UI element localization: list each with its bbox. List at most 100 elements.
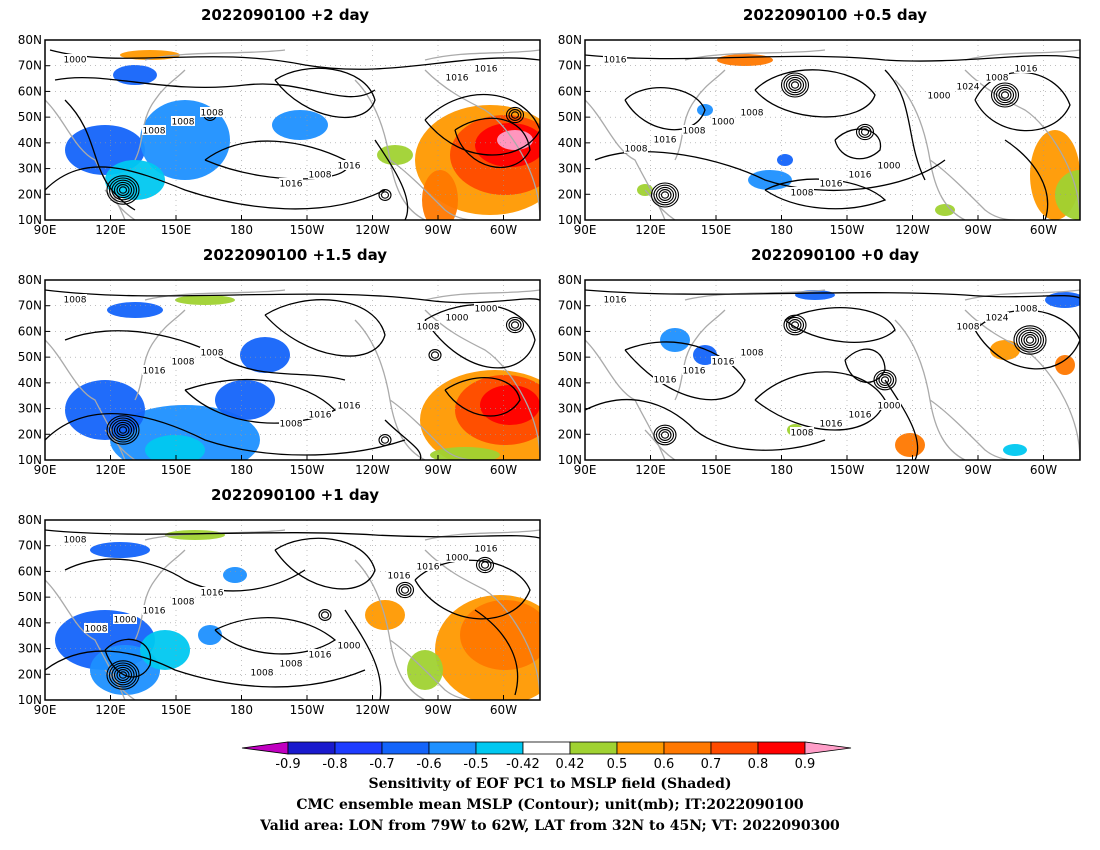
isobar-label: 1008 — [172, 118, 195, 128]
colorbar-segment — [334, 741, 383, 755]
isobar-label-bg — [848, 169, 872, 179]
coastline — [674, 69, 726, 161]
map-frame — [44, 279, 541, 461]
isobar-label-bg — [113, 614, 137, 624]
panel-title-3: 2022090100 +1.5 day — [202, 246, 388, 264]
lon-tick-label: 90E — [574, 463, 597, 477]
lon-tick-label: 150E — [701, 223, 732, 237]
isobar-contour — [624, 87, 706, 131]
coastline — [964, 289, 1080, 301]
isobar-label: 1008 — [280, 660, 303, 670]
lat-tick-label: 50N — [18, 590, 42, 604]
isobar-label: 1016 — [475, 65, 498, 75]
colorbar-tick-label: -0.8 — [322, 757, 347, 772]
isobar-label: 1000 — [446, 314, 469, 324]
isobar-label-bg — [445, 312, 469, 322]
pressure-center-contour — [785, 316, 805, 334]
sensitivity-shading — [377, 145, 413, 165]
lon-tick-label: 60W — [490, 223, 517, 237]
sensitivity-shading — [895, 433, 925, 457]
sensitivity-shading — [113, 65, 157, 85]
pressure-center-contour — [116, 184, 130, 196]
sensitivity-shading — [223, 567, 247, 583]
colorbar-segment — [663, 741, 712, 755]
isobar-label-bg — [279, 418, 303, 428]
pressure-center-contour — [993, 84, 1017, 106]
lat-tick-label: 10N — [18, 453, 42, 467]
sensitivity-shading — [65, 380, 145, 440]
isobar-label: 1016 — [446, 74, 469, 84]
pressure-center-contour — [106, 175, 140, 205]
isobar-label-bg — [474, 543, 498, 553]
isobar-contour — [264, 299, 386, 357]
caption-shading: Sensitivity of EOF PC1 to MSLP field (Sh… — [368, 776, 732, 792]
isobar-label: 1008 — [280, 420, 303, 430]
pressure-center-contour — [113, 181, 133, 199]
isobar-contour — [64, 330, 346, 381]
map-frame — [584, 279, 1081, 461]
isobar-label-bg — [142, 125, 166, 135]
lon-tick-label: 120W — [355, 463, 390, 477]
lon-tick-label: 60W — [1030, 223, 1057, 237]
lat-tick-label: 50N — [18, 110, 42, 124]
lon-tick-label: 180 — [230, 463, 253, 477]
isobar-label-bg — [603, 54, 627, 64]
pressure-center-contour — [660, 431, 670, 439]
isobar-contour — [884, 69, 926, 181]
isobar-label: 1016 — [712, 358, 735, 368]
lat-tick-label: 10N — [558, 213, 582, 227]
isobar-contour — [1004, 139, 1049, 220]
pressure-center-contour — [398, 584, 412, 596]
isobar-label: 1016 — [475, 545, 498, 555]
pressure-center-contour — [780, 72, 810, 98]
sensitivity-shading — [90, 542, 150, 558]
lat-tick-label: 20N — [558, 427, 582, 441]
colorbar-tick-label: -0.9 — [275, 757, 300, 772]
isobar-contour — [374, 139, 409, 220]
lon-tick-label: 180 — [230, 703, 253, 717]
isobar-label: 1008 — [143, 127, 166, 137]
pressure-center-contour — [855, 123, 875, 141]
isobar-label-bg — [337, 640, 361, 650]
isobar-label-bg — [84, 623, 108, 633]
isobar-label: 1016 — [849, 411, 872, 421]
isobar-contour — [64, 558, 306, 592]
isobar-contour — [444, 377, 521, 417]
isobar-contour — [424, 304, 536, 369]
lon-tick-label: 120E — [95, 703, 126, 717]
isobar-label: 1000 — [878, 162, 901, 172]
isobar-contour — [104, 638, 152, 678]
isobar-label: 1008 — [741, 349, 764, 359]
isobar-label-bg — [474, 63, 498, 73]
pressure-center-contour — [113, 666, 133, 684]
coastline — [424, 529, 540, 541]
isobar-contour — [214, 617, 337, 655]
pressure-center-contour — [1025, 336, 1035, 344]
isobar-label-bg — [142, 365, 166, 375]
coastline — [684, 49, 826, 61]
colorbar-tick-label: 0.9 — [795, 757, 816, 772]
colorbar-tick-label: 0.5 — [607, 757, 628, 772]
lat-tick-label: 30N — [18, 162, 42, 176]
isobar-label-bg — [682, 365, 706, 375]
isobar-label-bg — [308, 409, 332, 419]
panel-title-4: 2022090100 +0 day — [751, 246, 919, 264]
isobar-contour — [49, 49, 540, 70]
isobar-contour — [585, 289, 1080, 299]
sensitivity-shading — [430, 447, 500, 460]
lon-tick-label: 90E — [34, 463, 57, 477]
pressure-center-contour — [430, 351, 440, 359]
lon-tick-label: 120W — [895, 223, 930, 237]
isobar-label: 1008 — [625, 145, 648, 155]
isobar-contour — [344, 609, 382, 700]
pressure-center-contour — [118, 186, 128, 194]
isobar-label: 1000 — [114, 616, 137, 626]
isobar-label: 1016 — [654, 376, 677, 386]
isobar-label-bg — [740, 347, 764, 357]
isobar-label: 1016 — [654, 136, 677, 146]
colorbar-segment — [287, 741, 336, 755]
lon-tick-label: 90E — [574, 223, 597, 237]
lon-tick-label: 120E — [95, 223, 126, 237]
lat-tick-label: 30N — [18, 642, 42, 656]
colorbar-arrow-high — [804, 741, 852, 755]
